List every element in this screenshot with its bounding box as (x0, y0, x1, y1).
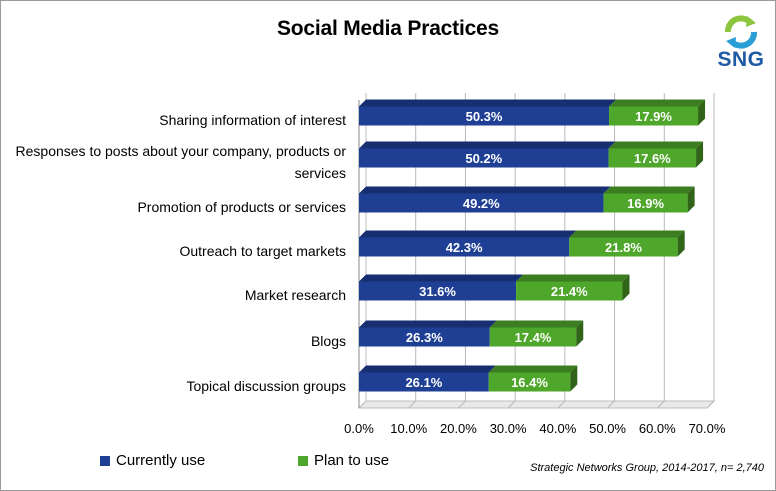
bar-side-face (687, 186, 695, 213)
category-label: Outreach to target markets (179, 243, 346, 259)
bar-data-label: 17.6% (634, 151, 671, 166)
bar-data-label: 16.9% (627, 196, 664, 211)
category-label: Blogs (310, 333, 346, 349)
bar-top-face (489, 320, 584, 328)
x-gridline-floor (507, 400, 516, 409)
bar-currently-use (359, 193, 604, 213)
bar-top-face (609, 99, 706, 107)
bar-plan-to-use (569, 237, 678, 257)
bar-currently-use (359, 237, 570, 257)
legend-swatch-currently-use (100, 455, 110, 466)
x-gridline-floor (458, 400, 466, 409)
x-gridline-floor (557, 400, 566, 409)
x-gridline-floor (706, 400, 715, 409)
category-label: Market research (244, 287, 346, 303)
bar-plan-to-use (516, 281, 623, 301)
category-label: Topical discussion groups (186, 378, 346, 394)
bar-data-label: 17.9% (635, 109, 672, 124)
bar-data-label: 26.1% (405, 375, 442, 390)
x-tick-label: 50.0% (589, 421, 626, 436)
bar-plan-to-use (608, 148, 697, 168)
chart-title: Social Media Practices (276, 17, 500, 40)
bar-currently-use (359, 148, 609, 168)
bar-currently-use (359, 281, 517, 301)
bar-data-label: 49.2% (463, 196, 500, 211)
category-label: Responses to posts about your company, p… (15, 143, 346, 181)
bar-data-label: 21.4% (551, 284, 588, 299)
bar-top-face (359, 274, 524, 282)
legend-label-plan-to-use: Plan to use (314, 452, 390, 469)
bar-top-face (516, 274, 630, 282)
category-label: Sharing information of interest (159, 112, 346, 128)
x-gridline-floor (408, 400, 417, 409)
bar-side-face (570, 365, 578, 392)
bar-data-label: 42.3% (446, 240, 483, 255)
bar-top-face (608, 141, 704, 149)
bar-top-face (603, 186, 695, 194)
x-tick-label: 60.0% (639, 421, 676, 436)
bar-data-label: 17.4% (515, 330, 552, 345)
bar-top-face (488, 365, 578, 373)
x-gridline-floor (656, 400, 665, 409)
x-tick-label: 40.0% (539, 421, 576, 436)
bar-side-face (576, 320, 584, 347)
bar-top-face (359, 320, 497, 328)
x-tick-label: 30.0% (490, 421, 527, 436)
bar-data-label: 50.2% (465, 151, 502, 166)
bar-currently-use (359, 106, 610, 126)
x-gridline-floor (607, 400, 615, 409)
bar-top-face (359, 141, 616, 149)
bar-side-face (696, 141, 704, 168)
x-tick-label: 0.0% (344, 421, 374, 436)
x-tick-label: 20.0% (440, 421, 477, 436)
logo-text: SNG (717, 48, 765, 71)
sng-logo: SNG (712, 14, 770, 78)
bar-plan-to-use (489, 327, 577, 347)
x-tick-label: 10.0% (390, 421, 427, 436)
bar-top-face (359, 365, 496, 373)
legend-item-currently-use: Currently use (100, 452, 205, 469)
bar-side-face (677, 230, 685, 257)
bar-data-label: 21.8% (605, 240, 642, 255)
category-label: Promotion of products or services (137, 199, 346, 215)
bar-data-label: 26.3% (406, 330, 443, 345)
legend-item-plan-to-use: Plan to use (298, 452, 389, 469)
bar-data-label: 16.4% (511, 375, 548, 390)
bar-top-face (569, 230, 685, 238)
legend-label-currently-use: Currently use (116, 452, 206, 469)
bar-side-face (698, 99, 706, 126)
bar-currently-use (359, 372, 489, 392)
bar-top-face (359, 99, 617, 107)
bar-currently-use (359, 327, 490, 347)
bar-plan-to-use (609, 106, 699, 126)
bar-side-face (622, 274, 630, 301)
bar-plan-to-use (488, 372, 571, 392)
bar-top-face (359, 230, 577, 238)
source-note: Strategic Networks Group, 2014-2017, n= … (530, 462, 764, 474)
bar-plan-to-use (603, 193, 688, 213)
sng-logo-arrows-icon (725, 15, 757, 49)
bar-data-label: 50.3% (466, 109, 503, 124)
bar-data-label: 31.6% (419, 284, 456, 299)
legend-swatch-plan-to-use (298, 455, 308, 466)
bar-top-face (359, 186, 611, 194)
x-tick-label: 70.0% (689, 421, 726, 436)
